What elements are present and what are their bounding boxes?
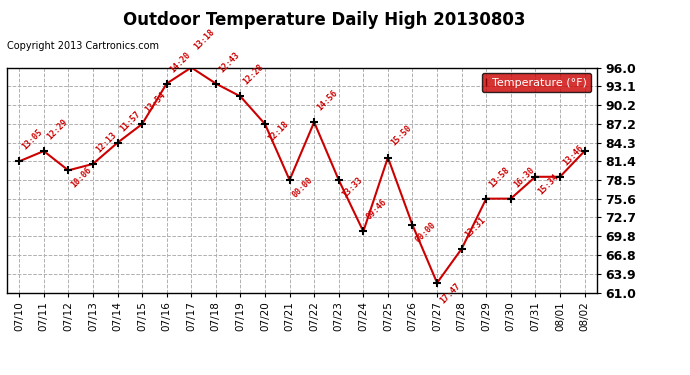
Text: Outdoor Temperature Daily High 20130803: Outdoor Temperature Daily High 20130803 <box>123 11 526 29</box>
Text: 13:58: 13:58 <box>487 165 511 189</box>
Text: 12:13: 12:13 <box>94 130 118 154</box>
Text: 10:06: 10:06 <box>70 166 94 190</box>
Text: 13:46: 13:46 <box>561 143 585 167</box>
Text: 12:18: 12:18 <box>266 119 290 143</box>
Legend: Temperature (°F): Temperature (°F) <box>482 73 591 92</box>
Text: 13:33: 13:33 <box>340 175 364 199</box>
Text: Copyright 2013 Cartronics.com: Copyright 2013 Cartronics.com <box>7 41 159 51</box>
Text: 14:56: 14:56 <box>315 88 339 112</box>
Text: 13:05: 13:05 <box>21 128 44 152</box>
Text: 11:57: 11:57 <box>119 109 143 133</box>
Text: 12:43: 12:43 <box>217 50 241 74</box>
Text: 16:30: 16:30 <box>512 165 536 189</box>
Text: 13:54: 13:54 <box>144 90 168 114</box>
Text: 13:18: 13:18 <box>193 27 217 51</box>
Text: 15:34: 15:34 <box>537 172 561 196</box>
Text: 00:00: 00:00 <box>414 220 437 244</box>
Text: 09:46: 09:46 <box>364 198 388 222</box>
Text: 00:00: 00:00 <box>290 175 315 199</box>
Text: 12:28: 12:28 <box>241 63 266 87</box>
Text: 17:47: 17:47 <box>438 281 462 305</box>
Text: 12:29: 12:29 <box>45 117 69 141</box>
Text: 13:31: 13:31 <box>463 215 487 239</box>
Text: 15:50: 15:50 <box>389 124 413 148</box>
Text: 14:20: 14:20 <box>168 50 192 74</box>
